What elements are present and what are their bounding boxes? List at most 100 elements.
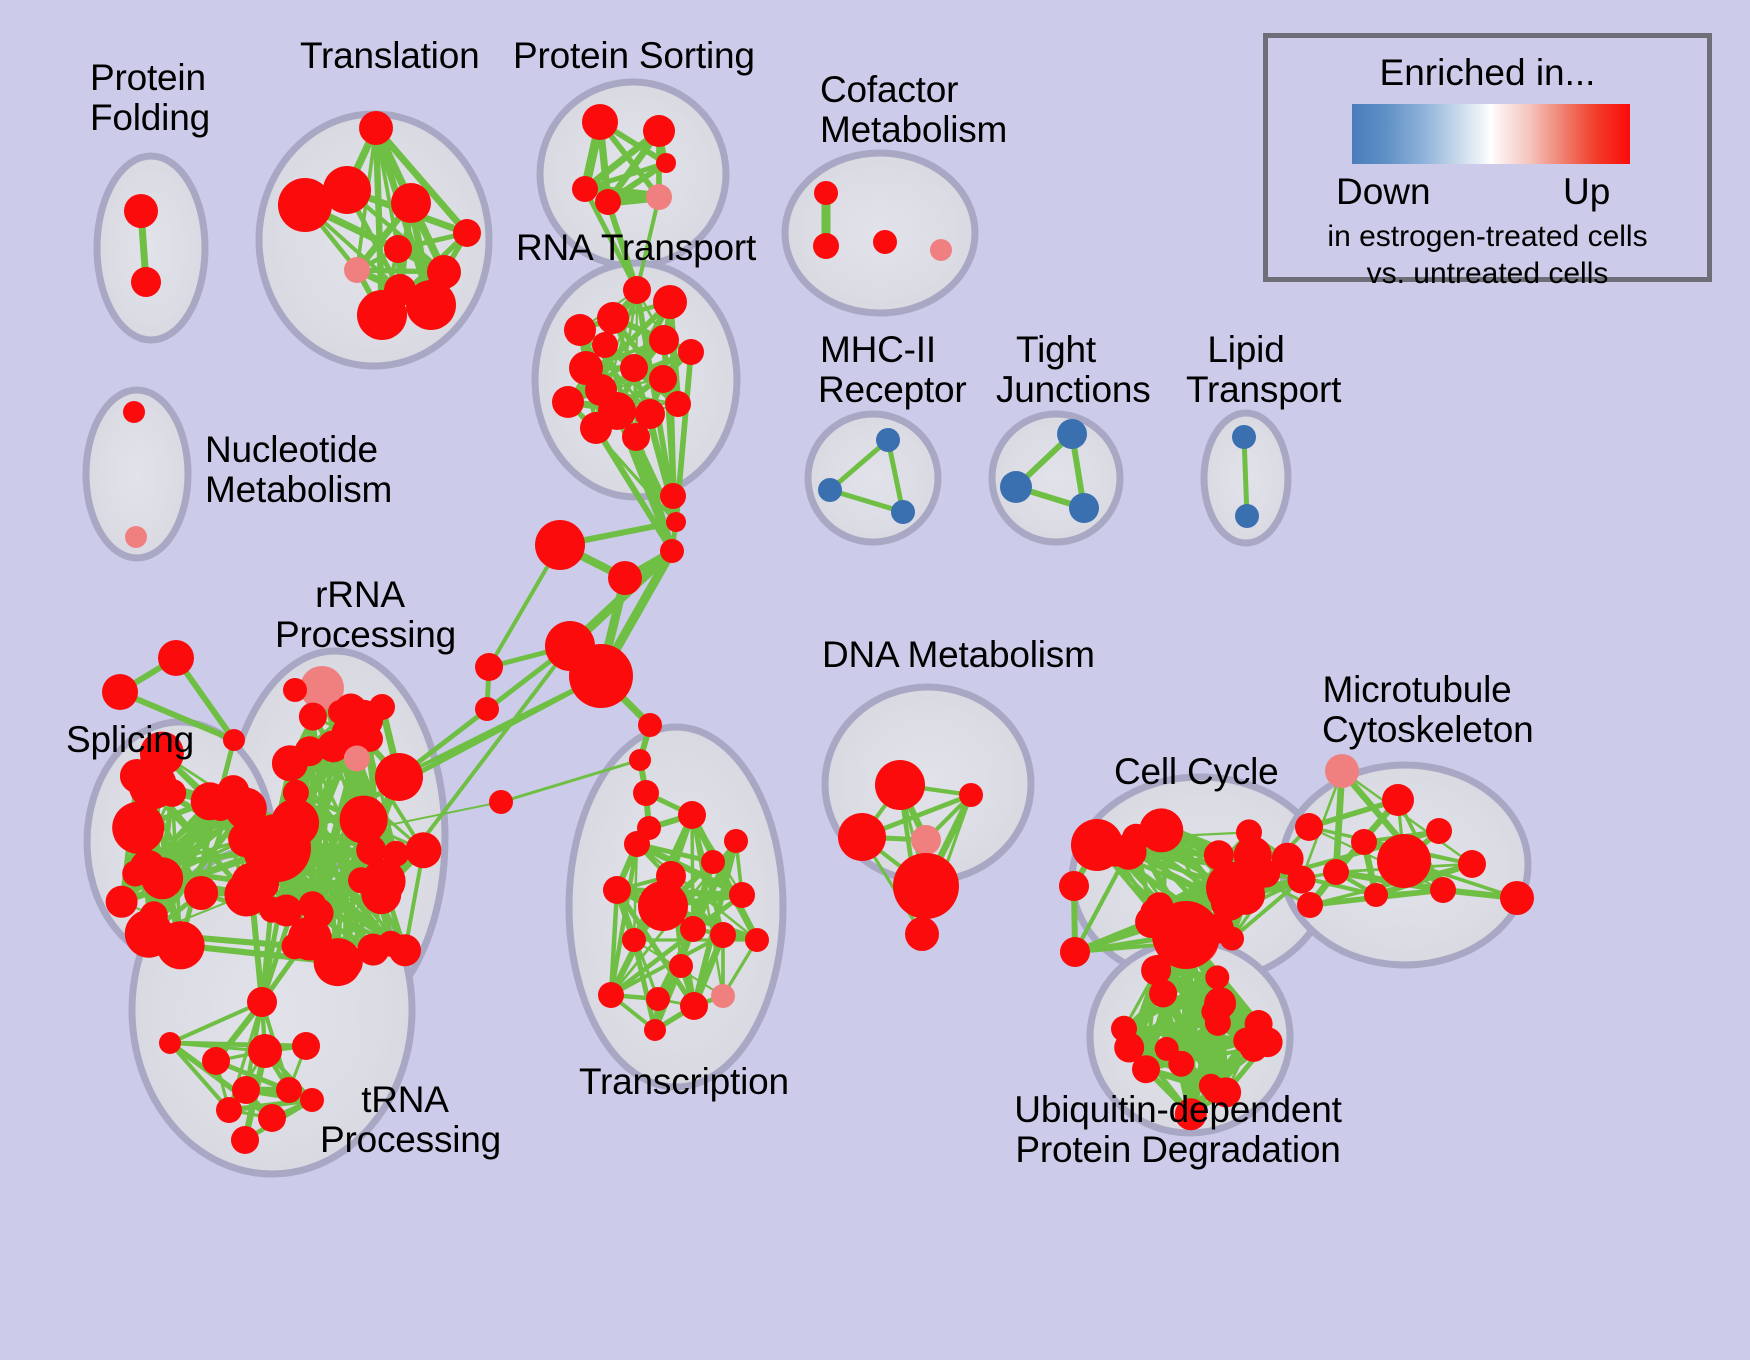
network-node[interactable] [1430, 877, 1456, 903]
network-node[interactable] [475, 653, 503, 681]
network-node[interactable] [384, 235, 412, 263]
network-node[interactable] [475, 697, 499, 721]
network-node[interactable] [710, 922, 736, 948]
network-node[interactable] [391, 183, 431, 223]
network-node[interactable] [665, 391, 691, 417]
network-node[interactable] [643, 115, 675, 147]
network-node[interactable] [1154, 1036, 1179, 1061]
network-node[interactable] [248, 1034, 282, 1068]
network-node[interactable] [224, 872, 269, 917]
network-node[interactable] [603, 876, 631, 904]
network-node[interactable] [1071, 819, 1123, 871]
network-node[interactable] [1141, 955, 1172, 986]
network-node[interactable] [745, 928, 769, 952]
network-node[interactable] [207, 795, 234, 821]
network-node[interactable] [361, 859, 406, 904]
network-node[interactable] [1111, 1015, 1137, 1042]
network-node[interactable] [124, 194, 158, 228]
network-node[interactable] [1198, 1073, 1223, 1098]
network-node[interactable] [247, 987, 277, 1017]
network-node[interactable] [1057, 419, 1087, 449]
network-node[interactable] [646, 987, 670, 1011]
network-node[interactable] [1295, 813, 1323, 841]
network-node[interactable] [875, 760, 925, 810]
network-node[interactable] [622, 928, 646, 952]
network-node[interactable] [729, 882, 755, 908]
network-node[interactable] [905, 917, 939, 951]
network-node[interactable] [644, 1019, 666, 1041]
network-node[interactable] [1252, 1027, 1283, 1058]
network-node[interactable] [660, 539, 684, 563]
network-node[interactable] [283, 678, 307, 702]
network-node[interactable] [1426, 818, 1452, 844]
network-node[interactable] [184, 876, 219, 910]
network-node[interactable] [633, 780, 659, 806]
network-node[interactable] [572, 176, 598, 202]
network-node[interactable] [1351, 829, 1377, 855]
network-node[interactable] [724, 829, 748, 853]
network-node[interactable] [271, 798, 320, 847]
network-node[interactable] [1297, 892, 1323, 918]
network-node[interactable] [959, 783, 983, 807]
network-node[interactable] [623, 276, 651, 304]
network-node[interactable] [276, 1077, 302, 1103]
network-node[interactable] [649, 325, 679, 355]
network-node[interactable] [814, 181, 838, 205]
network-node[interactable] [405, 832, 442, 869]
network-node[interactable] [231, 1126, 259, 1154]
network-node[interactable] [158, 640, 194, 676]
network-node[interactable] [1201, 999, 1226, 1024]
network-node[interactable] [911, 825, 941, 855]
network-node[interactable] [678, 339, 704, 365]
network-node[interactable] [818, 478, 842, 502]
network-node[interactable] [1000, 471, 1032, 503]
network-node[interactable] [282, 779, 309, 806]
network-node[interactable] [356, 835, 387, 866]
network-node[interactable] [323, 166, 371, 214]
network-node[interactable] [1458, 850, 1486, 878]
network-node[interactable] [813, 233, 839, 259]
network-node[interactable] [838, 813, 886, 861]
network-node[interactable] [680, 916, 706, 942]
network-node[interactable] [893, 853, 959, 919]
network-node[interactable] [1232, 425, 1256, 449]
network-node[interactable] [1325, 754, 1359, 788]
network-node[interactable] [629, 749, 651, 771]
network-node[interactable] [653, 285, 687, 319]
network-node[interactable] [453, 219, 481, 247]
network-node[interactable] [328, 700, 352, 724]
network-node[interactable] [158, 778, 187, 807]
network-node[interactable] [597, 302, 629, 334]
network-node[interactable] [112, 801, 165, 854]
network-node[interactable] [552, 386, 584, 418]
network-node[interactable] [873, 230, 897, 254]
network-node[interactable] [680, 992, 708, 1020]
network-node[interactable] [317, 730, 350, 763]
network-node[interactable] [569, 644, 633, 708]
network-node[interactable] [278, 178, 332, 232]
network-node[interactable] [1323, 859, 1349, 885]
network-node[interactable] [202, 1047, 230, 1075]
network-node[interactable] [224, 787, 267, 830]
network-node[interactable] [608, 561, 642, 595]
network-node[interactable] [580, 412, 612, 444]
network-node[interactable] [1203, 840, 1234, 871]
network-node[interactable] [1364, 883, 1388, 907]
network-node[interactable] [638, 713, 662, 737]
network-node[interactable] [620, 354, 648, 382]
network-node[interactable] [406, 280, 456, 330]
network-node[interactable] [326, 944, 363, 981]
network-node[interactable] [344, 257, 370, 283]
network-node[interactable] [343, 745, 370, 772]
network-node[interactable] [271, 745, 308, 782]
network-node[interactable] [1271, 842, 1304, 875]
network-node[interactable] [232, 1076, 260, 1104]
network-node[interactable] [1235, 504, 1259, 528]
network-node[interactable] [339, 795, 388, 844]
network-node[interactable] [660, 483, 686, 509]
network-node[interactable] [876, 428, 900, 452]
network-node[interactable] [123, 401, 145, 423]
network-node[interactable] [701, 850, 725, 874]
network-node[interactable] [1132, 1055, 1160, 1084]
network-node[interactable] [375, 753, 423, 801]
